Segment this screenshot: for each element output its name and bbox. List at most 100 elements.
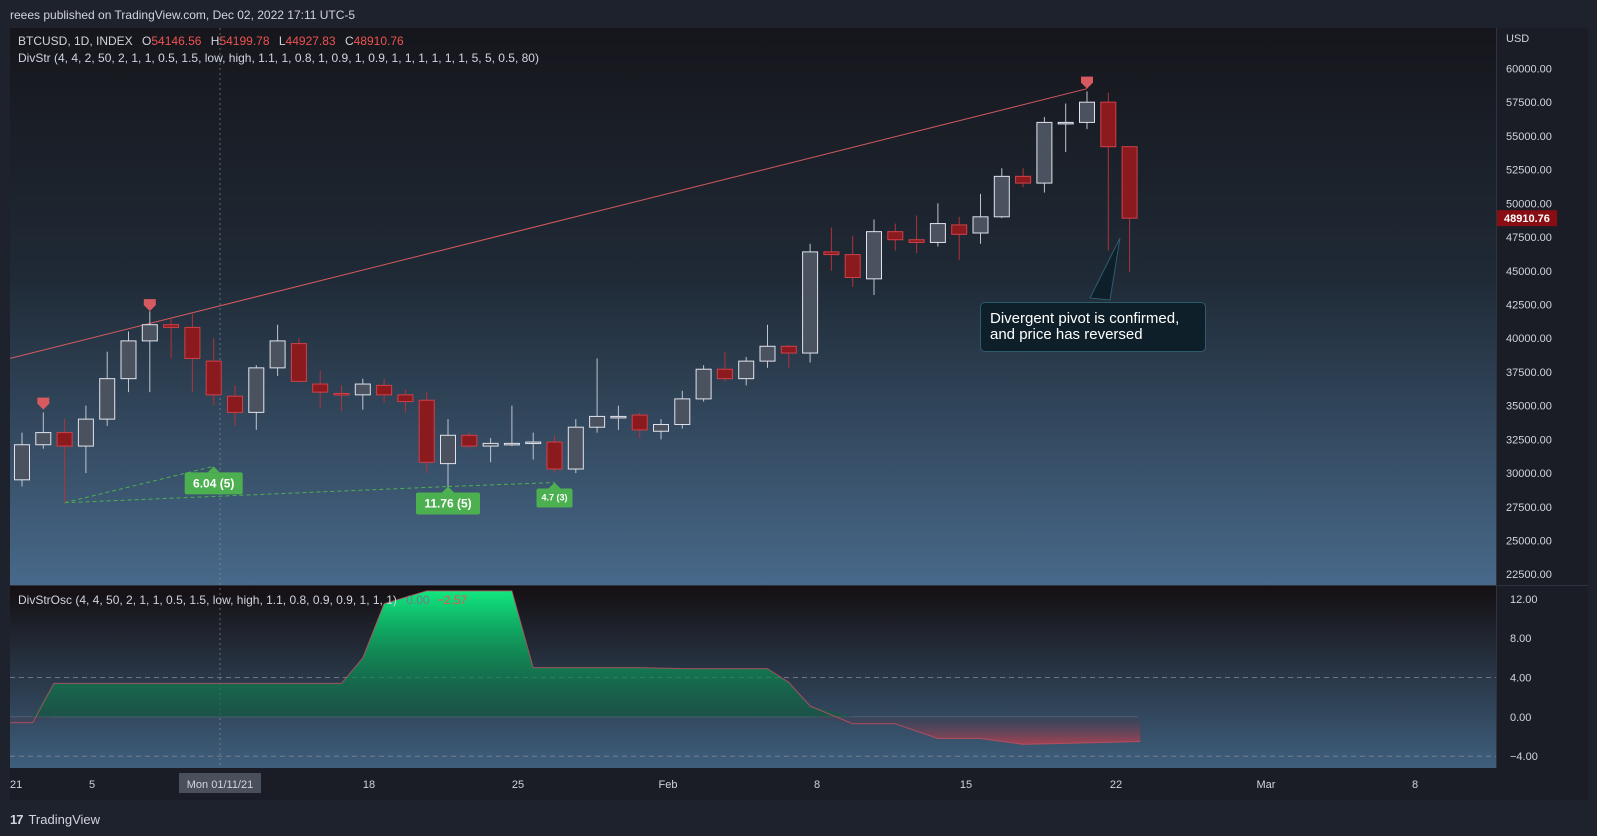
publish-header: reees published on TradingView.com, Dec … (0, 0, 1597, 28)
candle-body (695, 368, 712, 400)
price-tick-label: 25000.00 (1506, 535, 1552, 547)
legend-c-label: C (345, 34, 354, 48)
candle-body (205, 360, 222, 396)
candle (184, 313, 201, 393)
price-tick-label: 32500.00 (1506, 434, 1552, 446)
currency-label: USD (1506, 33, 1529, 45)
osc-tick-label: 4.00 (1510, 672, 1531, 684)
callout-pointer (1089, 237, 1121, 301)
candle (887, 223, 904, 251)
svg-text:BTCUSD, 1D, INDEX O541: BTCUSD, 1D, INDEX O54146.56 H54199.78 L4… (18, 34, 404, 48)
candle (163, 317, 180, 359)
candle-body (227, 395, 243, 413)
candle (440, 419, 456, 487)
price-tick-label: 27500.00 (1506, 502, 1552, 514)
osc-tick-label: 12.00 (1510, 594, 1538, 606)
bullish-divergence-line (447, 482, 555, 488)
publish-text: reees published on TradingView.com, Dec … (10, 8, 356, 22)
osc-tick-label: 0.00 (1510, 712, 1531, 724)
candles (14, 91, 1138, 503)
candle-body (908, 239, 925, 243)
candle-body (866, 231, 882, 280)
oscillator (0, 590, 1496, 757)
candle-body (887, 231, 904, 241)
candle-body (972, 216, 989, 234)
bullish-divergence-label: 11.76 (5) (424, 497, 471, 511)
candle (141, 311, 158, 393)
candle-body (120, 340, 137, 380)
candle-body (290, 343, 307, 382)
candle (631, 412, 648, 438)
brand-name: TradingView (28, 812, 101, 827)
price-tick-label: 50000.00 (1506, 198, 1552, 210)
candle-body (333, 392, 350, 396)
price-tick-label: 45000.00 (1506, 266, 1552, 278)
candle-body (482, 442, 499, 447)
legend-l-value: 44927.83 (286, 34, 336, 48)
candle-body (546, 441, 563, 470)
osc-positive-area (0, 590, 1141, 717)
last-price-tag (1497, 210, 1557, 227)
candle (248, 365, 265, 430)
legend-indicator-osc[interactable]: DivStrOsc (4, 4, 50, 2, 1, 1, 0.5, 1.5, … (18, 593, 468, 607)
bullish-label-pointer (442, 486, 454, 493)
candle-body (653, 424, 669, 432)
osc-value-1: 0.00 (406, 593, 430, 607)
time-tick-label: 18 (363, 779, 375, 791)
bearish-divergence-line (9, 88, 1088, 359)
candle-body (14, 444, 30, 481)
candle (269, 324, 286, 376)
candle (77, 405, 94, 474)
price-scale[interactable] (1496, 28, 1588, 768)
candle-body (1121, 146, 1138, 219)
bullish-divergence-line (64, 486, 449, 504)
candle (589, 358, 606, 433)
candle (674, 390, 691, 429)
legend-o-label: O (142, 34, 151, 48)
osc-tick-label: 8.00 (1510, 633, 1531, 645)
candle (205, 338, 222, 406)
time-scale[interactable] (10, 768, 1588, 800)
candle (610, 405, 627, 430)
candle (972, 193, 989, 244)
legend-indicator-divstr[interactable]: DivStr (4, 4, 2, 50, 2, 1, 1, 0.5, 1.5, … (18, 51, 539, 65)
legend-h-label: H (211, 34, 220, 48)
bullish-divergence-label: 6.04 (5) (193, 476, 234, 490)
bullish-divergence-badge (184, 472, 243, 495)
candle (866, 219, 882, 296)
candle-body (35, 432, 52, 446)
legend[interactable]: BTCUSD, 1D, INDEX O54146.56 H54199.78 L4… (18, 34, 539, 607)
annotation-callout[interactable]: Divergent pivot is confirmed, and price … (980, 302, 1206, 352)
candle-body (269, 340, 286, 369)
candle (951, 216, 968, 260)
osc-line (0, 590, 1141, 745)
time-tick-label: Feb (659, 779, 678, 791)
candle-body (567, 426, 584, 470)
legend-symbol: BTCUSD, 1D, INDEX (18, 34, 133, 48)
chart-frame[interactable]: 6.04 (5) 11.76 (5) 4.7 (3) 22500.00 25000.0… (0, 28, 1588, 800)
price-axis-labels: 22500.00 25000.00 27500.00 30000.00 32500.00… (1497, 63, 1557, 763)
bullish-divergence-label: 4.7 (3) (541, 493, 567, 503)
price-tick-label: 52500.00 (1506, 165, 1552, 177)
candle-body (1015, 175, 1032, 184)
candle-body (716, 368, 733, 380)
time-tick-label: 21 (10, 779, 22, 791)
candle-body (184, 326, 201, 359)
time-tick-label: 25 (512, 779, 524, 791)
candle (482, 437, 499, 463)
tradingview-logo[interactable]: 17 TradingView (10, 812, 100, 827)
candle-body (929, 223, 946, 243)
candle-body (759, 345, 776, 362)
candle-body (354, 383, 371, 396)
price-tick-label: 47500.00 (1506, 232, 1552, 244)
osc-tick-label: −4.00 (1510, 751, 1538, 763)
candle (503, 405, 520, 447)
candle (14, 432, 30, 487)
candle-body (461, 434, 478, 447)
candle (312, 370, 329, 409)
candle (1079, 91, 1095, 130)
chart-svg[interactable]: 6.04 (5) 11.76 (5) 4.7 (3) 22500.00 25000.0… (0, 28, 1588, 800)
candle (738, 357, 755, 386)
candle (376, 378, 393, 403)
candle (759, 324, 776, 368)
